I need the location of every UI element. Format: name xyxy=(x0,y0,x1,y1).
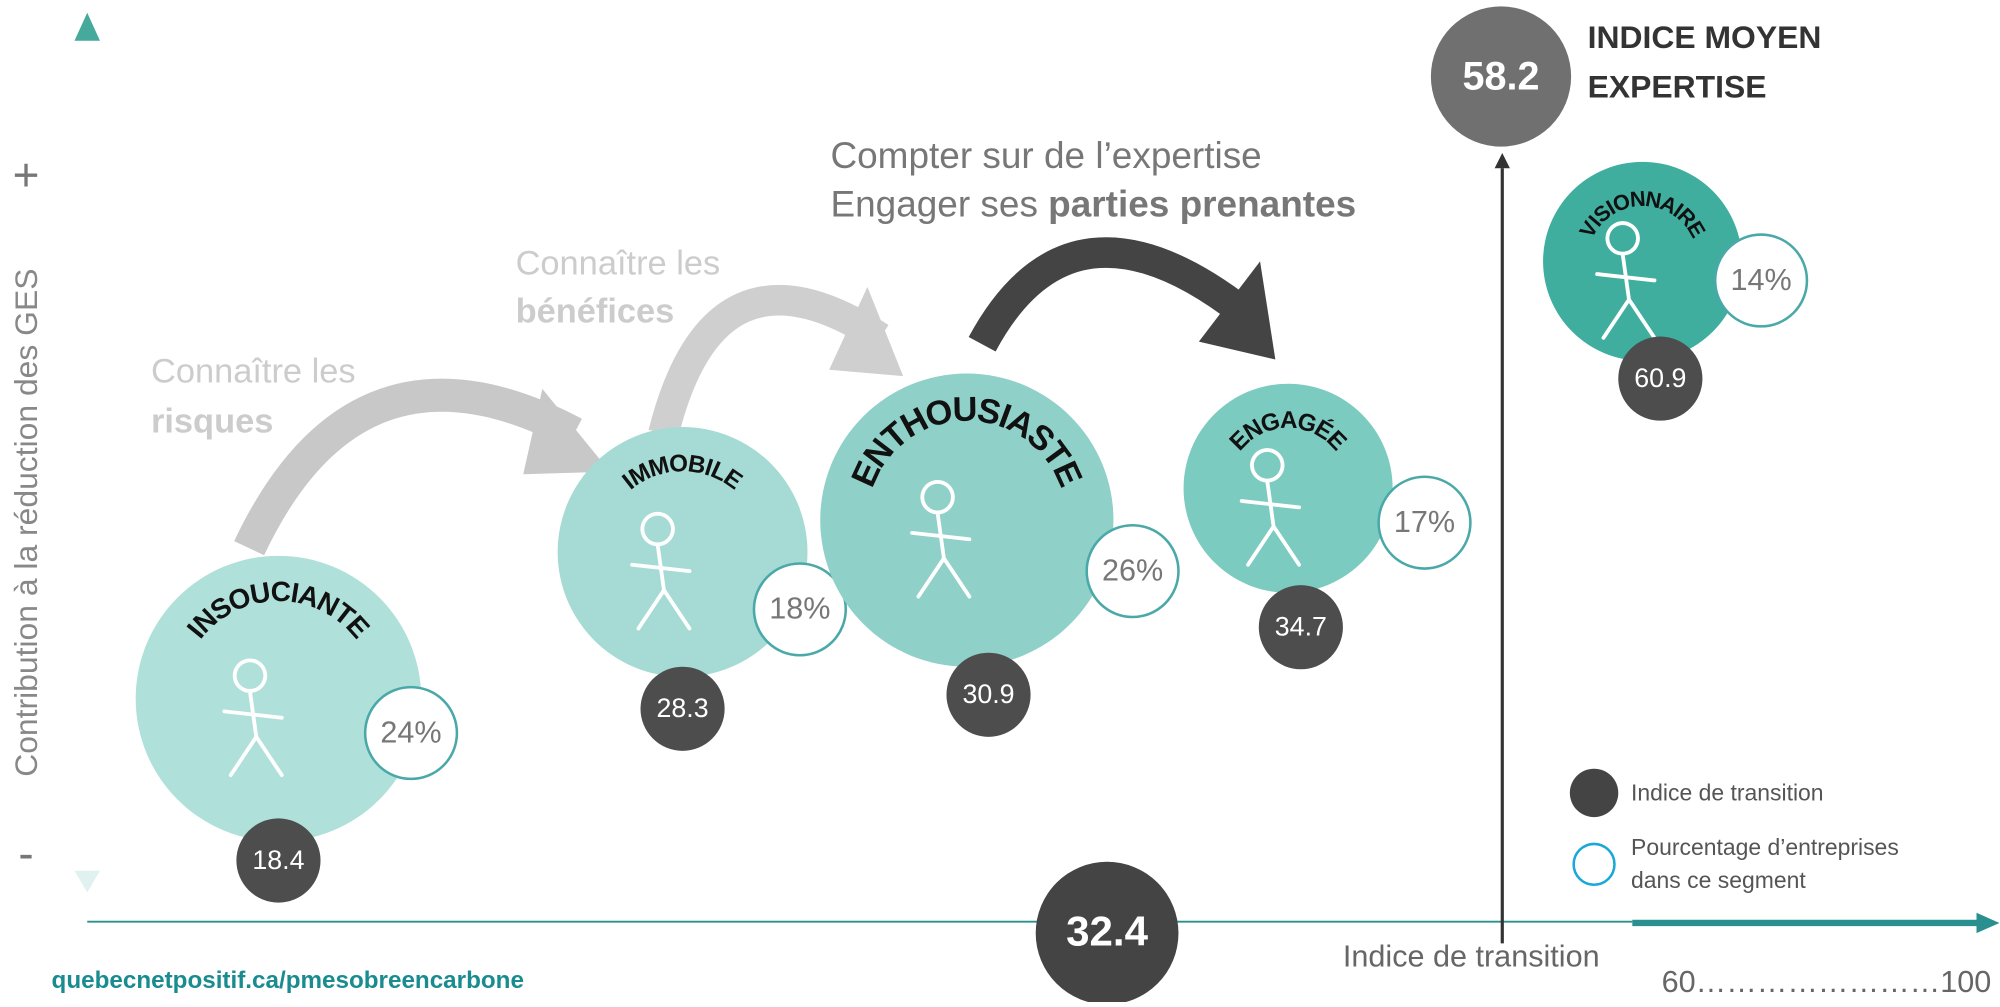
y-axis-label: Contribution à la réduction des GES xyxy=(8,269,44,777)
y-axis-tail xyxy=(74,870,100,893)
transition-circle xyxy=(1035,861,1179,1005)
share-value: 17% xyxy=(1394,505,1455,539)
share-value: 14% xyxy=(1730,263,1791,297)
step-arrow xyxy=(234,378,582,556)
share-circle xyxy=(1085,523,1180,619)
share-value: 24% xyxy=(380,715,441,749)
step-text: Connaître les xyxy=(151,353,356,391)
segment-icon xyxy=(630,511,692,631)
x-axis-head xyxy=(1976,912,2000,934)
legend-ring xyxy=(1572,842,1616,886)
segment-icon xyxy=(222,658,284,777)
index-value: 30.9 xyxy=(962,679,1014,709)
index-value: 34.7 xyxy=(1275,612,1327,642)
step-text: Compter sur de l’expertise xyxy=(830,135,1261,176)
step-arrow-head xyxy=(1198,261,1276,360)
step-arrow-head xyxy=(523,388,610,475)
index-circle xyxy=(1618,336,1703,421)
step-arrow-head xyxy=(829,286,904,377)
segment-icon xyxy=(1239,448,1301,567)
index-value: 18.4 xyxy=(252,845,304,875)
x-axis-range: 60……………………100 xyxy=(1662,965,1992,999)
segment-circle xyxy=(1543,161,1742,361)
y-axis-head xyxy=(74,12,100,41)
index-circle xyxy=(640,666,725,751)
index-circle xyxy=(946,652,1031,737)
index-circle xyxy=(236,818,321,903)
legend-label: Pourcentage d’entreprises xyxy=(1631,834,1899,860)
expertise-label: INDICE MOYEN xyxy=(1588,19,1822,55)
segment-circle xyxy=(135,555,422,842)
expertise-head xyxy=(1494,152,1510,169)
share-value: 18% xyxy=(769,592,830,626)
step-text-bold: parties prenantes xyxy=(1048,183,1356,224)
share-circle xyxy=(752,562,848,657)
segment-icon xyxy=(910,479,972,599)
share-circle xyxy=(363,685,459,781)
share-circle xyxy=(1713,233,1809,328)
step-text: Connaître les xyxy=(516,244,721,282)
segment-circle xyxy=(820,373,1114,667)
y-plus: + xyxy=(13,149,40,201)
step-arrow xyxy=(648,285,889,438)
transition-value: 32.4 xyxy=(1066,908,1148,955)
segment-circle xyxy=(557,427,808,677)
segments: INSOUCIANTE24%18.4IMMOBILE18%28.3ENTHOUS… xyxy=(135,161,1809,903)
expertise-label: EXPERTISE xyxy=(1588,69,1767,105)
x-axis-label: Indice de transition xyxy=(1343,940,1600,974)
step-text: bénéfices xyxy=(516,293,675,331)
index-circle xyxy=(1258,585,1343,670)
expertise-value: 58.2 xyxy=(1463,54,1540,98)
expertise-circle xyxy=(1430,6,1572,147)
index-value: 60.9 xyxy=(1634,363,1686,393)
url: quebecnetpositif.ca/pmesobreencarbone xyxy=(52,967,524,994)
step-text: risques xyxy=(151,402,273,440)
index-value: 28.3 xyxy=(657,693,709,723)
step-text: Engager ses xyxy=(830,183,1037,224)
legend-label: dans ce segment xyxy=(1631,867,1806,893)
share-circle xyxy=(1377,475,1472,570)
legend-dot xyxy=(1569,768,1619,818)
share-value: 26% xyxy=(1102,553,1163,587)
step-arrow xyxy=(968,237,1253,352)
y-minus: - xyxy=(18,827,33,879)
step-text: Engager ses parties prenantes xyxy=(830,183,1356,224)
legend-label: Indice de transition xyxy=(1631,779,1824,805)
segment-icon xyxy=(1595,221,1657,340)
segment-circle xyxy=(1183,383,1393,593)
